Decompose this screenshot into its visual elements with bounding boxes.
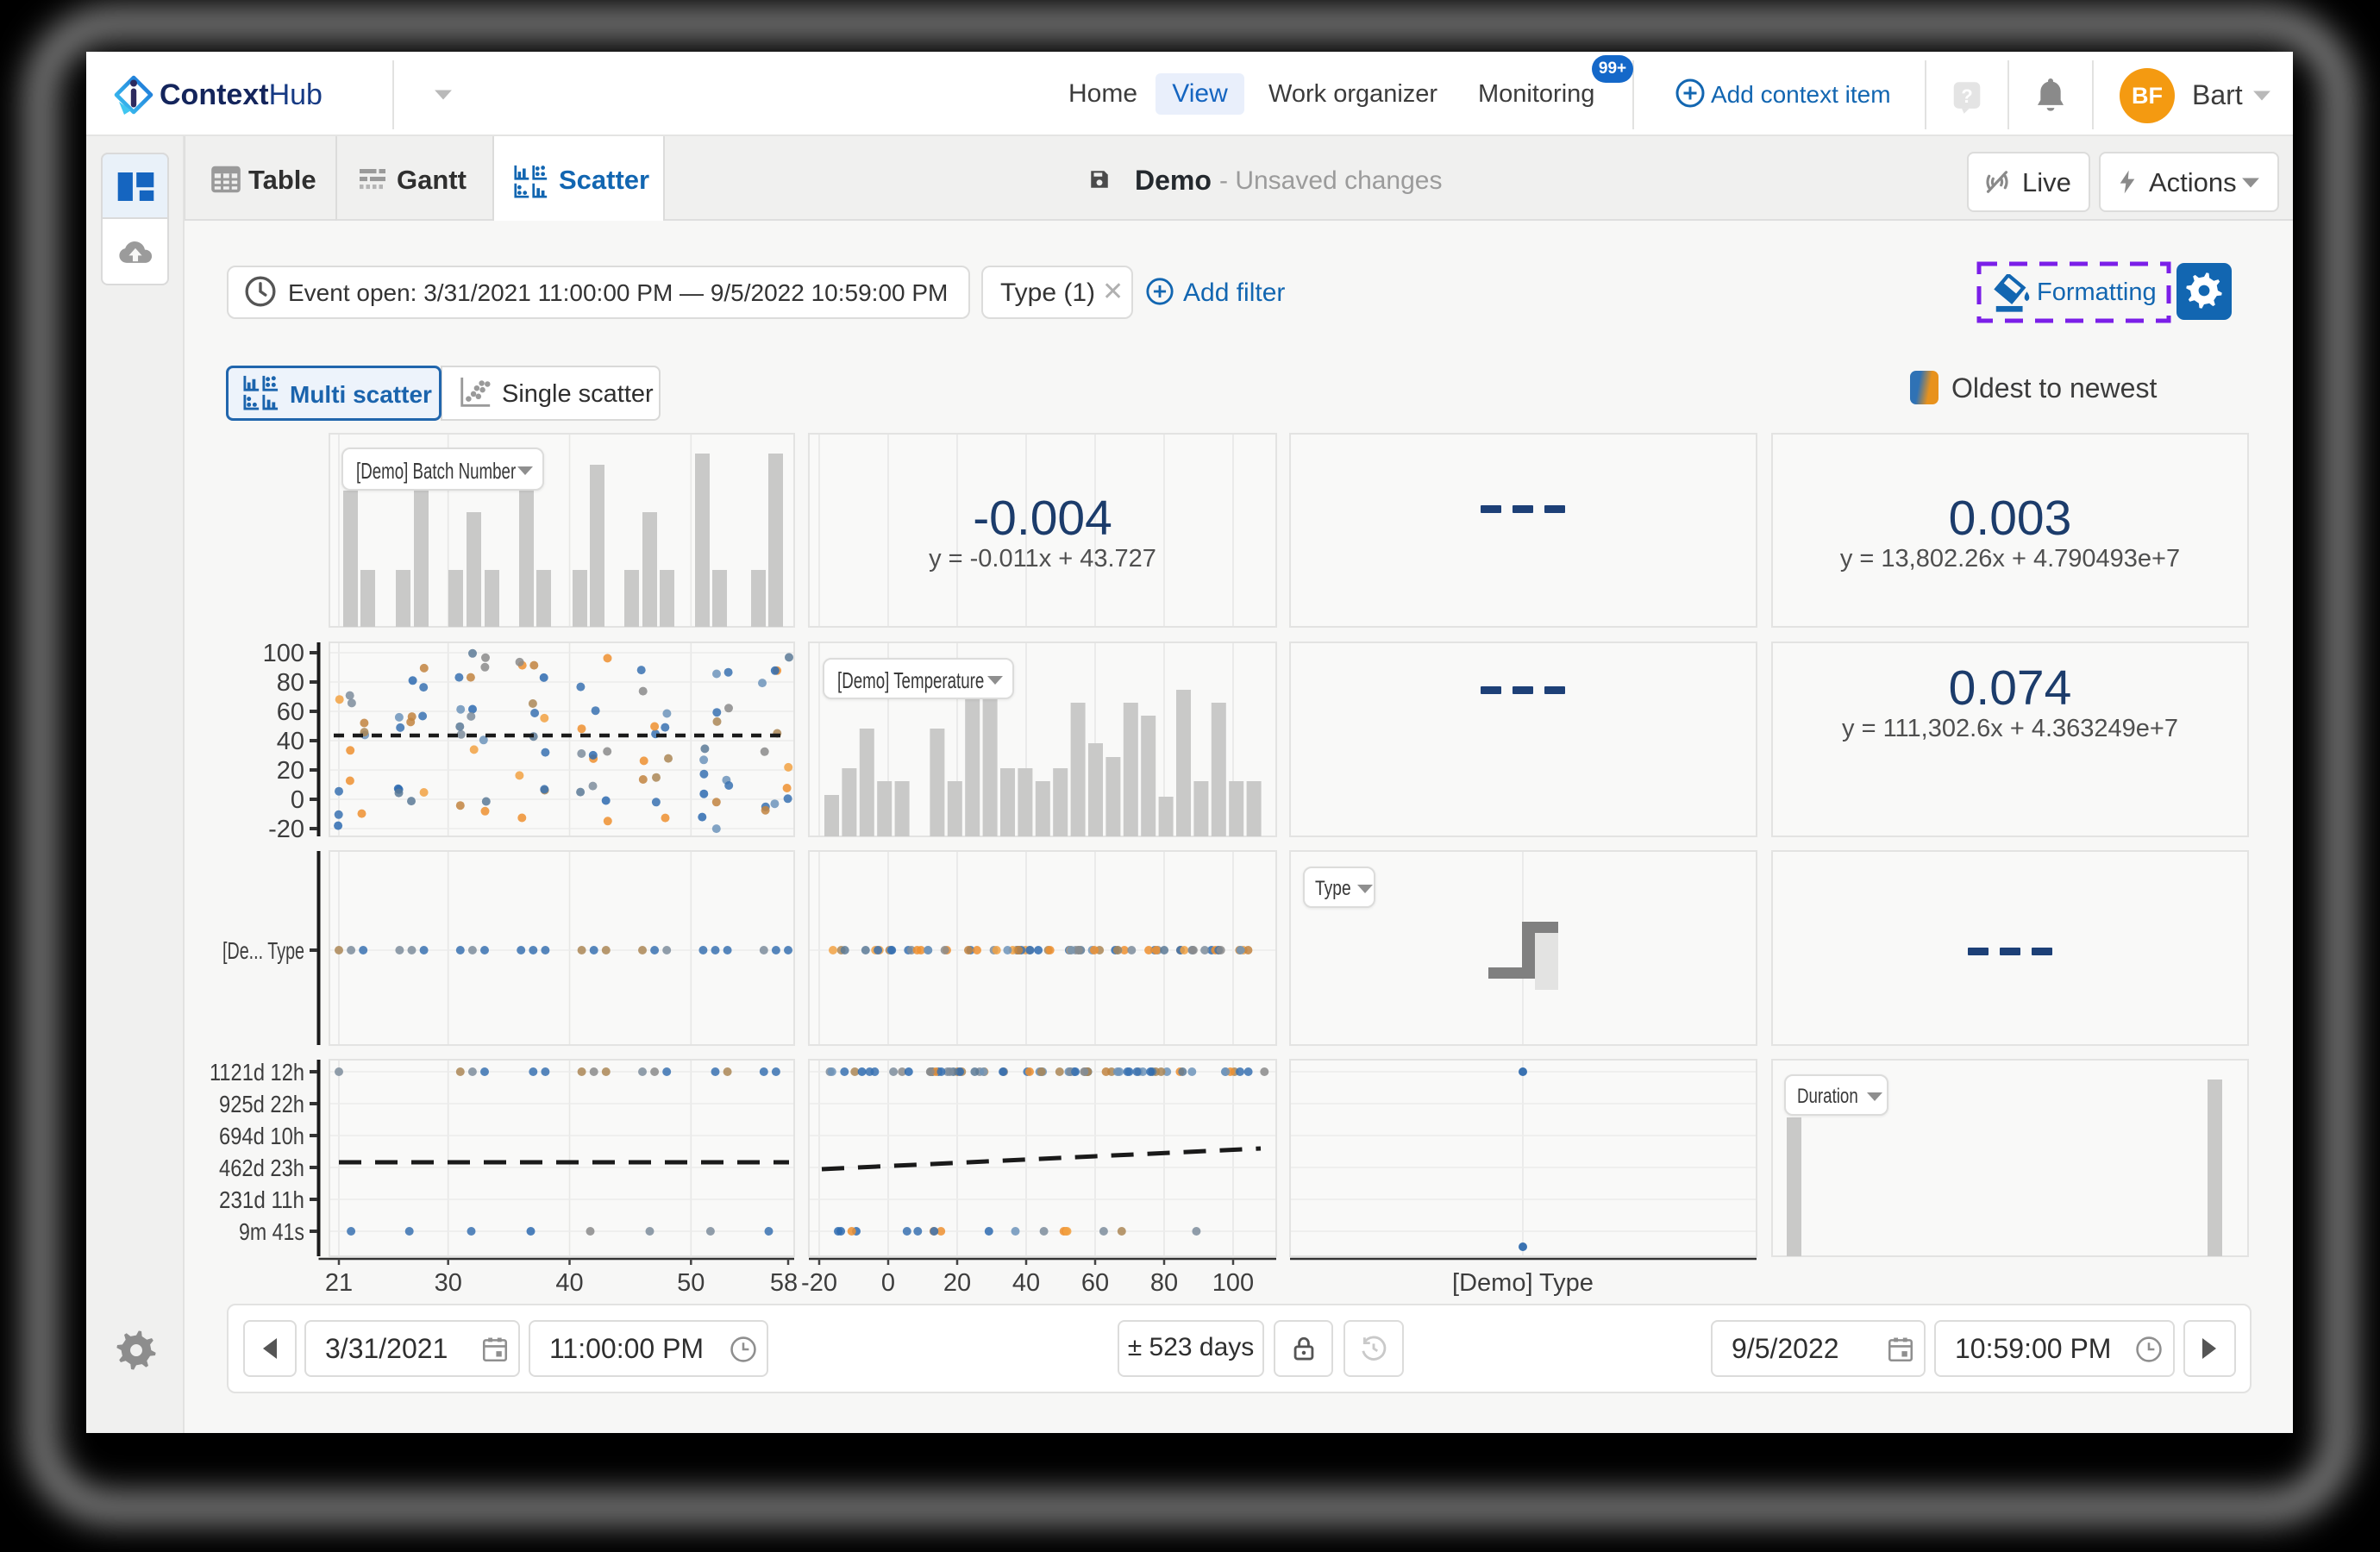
svg-text:40: 40 xyxy=(1012,1269,1040,1297)
svg-text:1121d 12h: 1121d 12h xyxy=(210,1059,304,1086)
svg-text:9m 41s: 9m 41s xyxy=(239,1218,304,1245)
svg-text:[Demo] Type: [Demo] Type xyxy=(1452,1269,1594,1297)
svg-text:20: 20 xyxy=(277,757,304,785)
svg-text:694d 10h: 694d 10h xyxy=(219,1123,304,1149)
svg-text:40: 40 xyxy=(277,728,304,755)
svg-text:0: 0 xyxy=(881,1269,895,1297)
svg-text:30: 30 xyxy=(435,1269,462,1297)
svg-text:58: 58 xyxy=(770,1269,798,1297)
svg-text:50: 50 xyxy=(677,1269,705,1297)
svg-text:20: 20 xyxy=(943,1269,971,1297)
svg-text:?: ? xyxy=(1961,85,1973,107)
svg-text:-20: -20 xyxy=(268,816,304,843)
svg-text:925d 22h: 925d 22h xyxy=(219,1091,304,1117)
svg-text:0: 0 xyxy=(291,786,304,814)
svg-text:40: 40 xyxy=(555,1269,583,1297)
svg-text:462d 23h: 462d 23h xyxy=(219,1155,304,1181)
svg-text:60: 60 xyxy=(277,698,304,726)
svg-text:60: 60 xyxy=(1081,1269,1109,1297)
svg-text:231d 11h: 231d 11h xyxy=(219,1186,304,1213)
svg-text:[De... Type: [De... Type xyxy=(222,937,304,964)
svg-text:100: 100 xyxy=(263,640,304,667)
svg-text:100: 100 xyxy=(1212,1269,1254,1297)
svg-text:80: 80 xyxy=(1150,1269,1178,1297)
svg-text:-20: -20 xyxy=(801,1269,837,1297)
svg-text:21: 21 xyxy=(325,1269,353,1297)
svg-text:80: 80 xyxy=(277,669,304,697)
